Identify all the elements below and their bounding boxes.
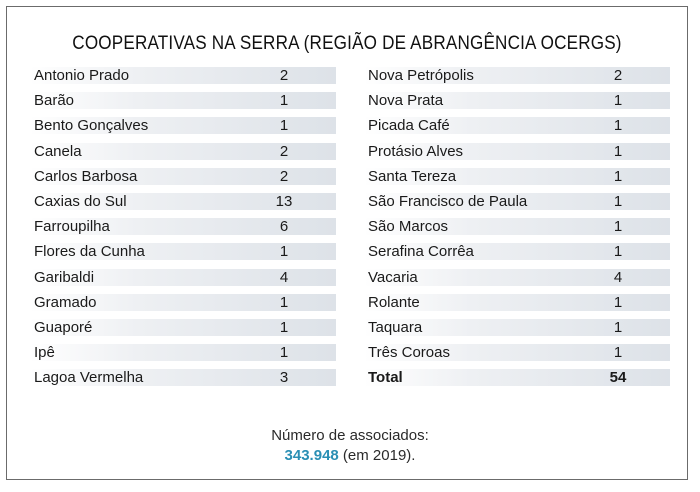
total-row: Total 54 bbox=[364, 369, 670, 387]
table-row: Flores da Cunha 1 bbox=[30, 243, 336, 261]
municipality-name: Barão bbox=[34, 92, 75, 110]
page-title: COOPERATIVAS NA SERRA (REGIÃO DE ABRANGÊ… bbox=[72, 33, 622, 54]
municipality-name: Farroupilha bbox=[34, 218, 110, 236]
table-row: Taquara 1 bbox=[364, 318, 670, 336]
cooperative-count: 1 bbox=[279, 117, 289, 135]
cooperative-count: 4 bbox=[613, 268, 623, 286]
associates-suffix: (em 2019). bbox=[338, 447, 416, 464]
table-row: Três Coroas 1 bbox=[364, 344, 670, 362]
table-row: Nova Petrópolis 2 bbox=[364, 67, 670, 84]
table-row: Barão 1 bbox=[30, 92, 336, 110]
municipality-name: Protásio Alves bbox=[368, 142, 464, 160]
municipality-name: Antonio Prado bbox=[34, 67, 130, 84]
municipality-name: Guaporé bbox=[34, 318, 93, 336]
cooperative-count: 1 bbox=[613, 218, 623, 236]
municipality-name: Carlos Barbosa bbox=[34, 167, 138, 185]
table-row: Serafina Corrêa 1 bbox=[364, 243, 670, 261]
municipality-name: Gramado bbox=[34, 293, 97, 311]
cooperative-count: 3 bbox=[279, 369, 289, 387]
municipality-name: Flores da Cunha bbox=[34, 243, 145, 261]
cooperative-count: 6 bbox=[279, 218, 289, 236]
cooperative-count: 1 bbox=[279, 92, 289, 110]
footer: Número de associados: 343.948 (em 2019). bbox=[0, 426, 700, 466]
table-row: Guaporé 1 bbox=[30, 318, 336, 336]
right-column: Nova Petrópolis 2 Nova Prata 1 Picada Café 1 P… bbox=[364, 67, 670, 394]
municipality-name: Picada Café bbox=[368, 117, 450, 135]
total-value: 54 bbox=[609, 369, 627, 387]
municipality-name: Nova Prata bbox=[368, 92, 444, 110]
associates-number: 343.948 bbox=[284, 447, 339, 464]
cooperative-count: 1 bbox=[279, 344, 289, 362]
cooperative-count: 2 bbox=[279, 67, 289, 84]
municipality-name: Ipê bbox=[34, 344, 55, 362]
cooperative-count: 13 bbox=[275, 192, 293, 210]
municipality-name: Taquara bbox=[368, 318, 423, 336]
cooperative-count: 2 bbox=[279, 167, 289, 185]
cooperative-count: 1 bbox=[613, 167, 623, 185]
cooperative-count: 1 bbox=[613, 117, 623, 135]
municipality-name: Vacaria bbox=[368, 268, 418, 286]
cooperative-count: 1 bbox=[613, 344, 623, 362]
table-row: Santa Tereza 1 bbox=[364, 167, 670, 185]
cooperative-count: 1 bbox=[279, 318, 289, 336]
table-row: São Francisco de Paula 1 bbox=[364, 192, 670, 210]
infographic-frame: COOPERATIVAS NA SERRA (REGIÃO DE ABRANGÊ… bbox=[6, 6, 688, 480]
table-row: Ipê 1 bbox=[30, 344, 336, 362]
left-column: Antonio Prado 2 Barão 1 Bento Gonçalves 1 Cane… bbox=[30, 67, 336, 394]
municipality-name: Lagoa Vermelha bbox=[34, 369, 144, 387]
table-row: Antonio Prado 2 bbox=[30, 67, 336, 84]
table-row: Picada Café 1 bbox=[364, 117, 670, 135]
cooperative-count: 1 bbox=[279, 293, 289, 311]
municipality-name: Três Coroas bbox=[368, 344, 450, 362]
table-row: Protásio Alves 1 bbox=[364, 142, 670, 160]
table-row: Caxias do Sul 13 bbox=[30, 192, 336, 210]
table-row: Farroupilha 6 bbox=[30, 218, 336, 236]
associates-label: Número de associados: bbox=[271, 427, 429, 444]
municipality-name: Santa Tereza bbox=[368, 167, 457, 185]
table-row: Bento Gonçalves 1 bbox=[30, 117, 336, 135]
table-row: Garibaldi 4 bbox=[30, 268, 336, 286]
associates-line: 343.948 (em 2019). bbox=[0, 446, 700, 466]
municipality-name: São Francisco de Paula bbox=[368, 192, 528, 210]
cooperative-count: 4 bbox=[279, 268, 289, 286]
cooperative-count: 1 bbox=[613, 192, 623, 210]
total-label: Total bbox=[368, 369, 403, 387]
municipality-name: Garibaldi bbox=[34, 268, 95, 286]
table-row: Gramado 1 bbox=[30, 293, 336, 311]
municipality-name: Caxias do Sul bbox=[34, 192, 127, 210]
municipality-name: Rolante bbox=[368, 293, 420, 311]
cooperative-count: 1 bbox=[279, 243, 289, 261]
municipality-name: Bento Gonçalves bbox=[34, 117, 149, 135]
cooperative-count: 1 bbox=[613, 142, 623, 160]
table-row: São Marcos 1 bbox=[364, 218, 670, 236]
cooperative-count: 2 bbox=[279, 142, 289, 160]
cooperative-count: 1 bbox=[613, 243, 623, 261]
table-row: Vacaria 4 bbox=[364, 268, 670, 286]
municipality-name: Nova Petrópolis bbox=[368, 67, 474, 84]
table-row: Carlos Barbosa 2 bbox=[30, 167, 336, 185]
table-row: Rolante 1 bbox=[364, 293, 670, 311]
cooperative-count: 1 bbox=[613, 293, 623, 311]
municipality-name: Serafina Corrêa bbox=[368, 243, 474, 261]
cooperative-count: 2 bbox=[613, 67, 623, 84]
cooperative-count: 1 bbox=[613, 318, 623, 336]
municipality-name: Canela bbox=[34, 142, 82, 160]
table-row: Lagoa Vermelha 3 bbox=[30, 369, 336, 387]
table-row: Nova Prata 1 bbox=[364, 92, 670, 110]
municipality-name: São Marcos bbox=[368, 218, 449, 236]
cooperative-count: 1 bbox=[613, 92, 623, 110]
table-row: Canela 2 bbox=[30, 142, 336, 160]
